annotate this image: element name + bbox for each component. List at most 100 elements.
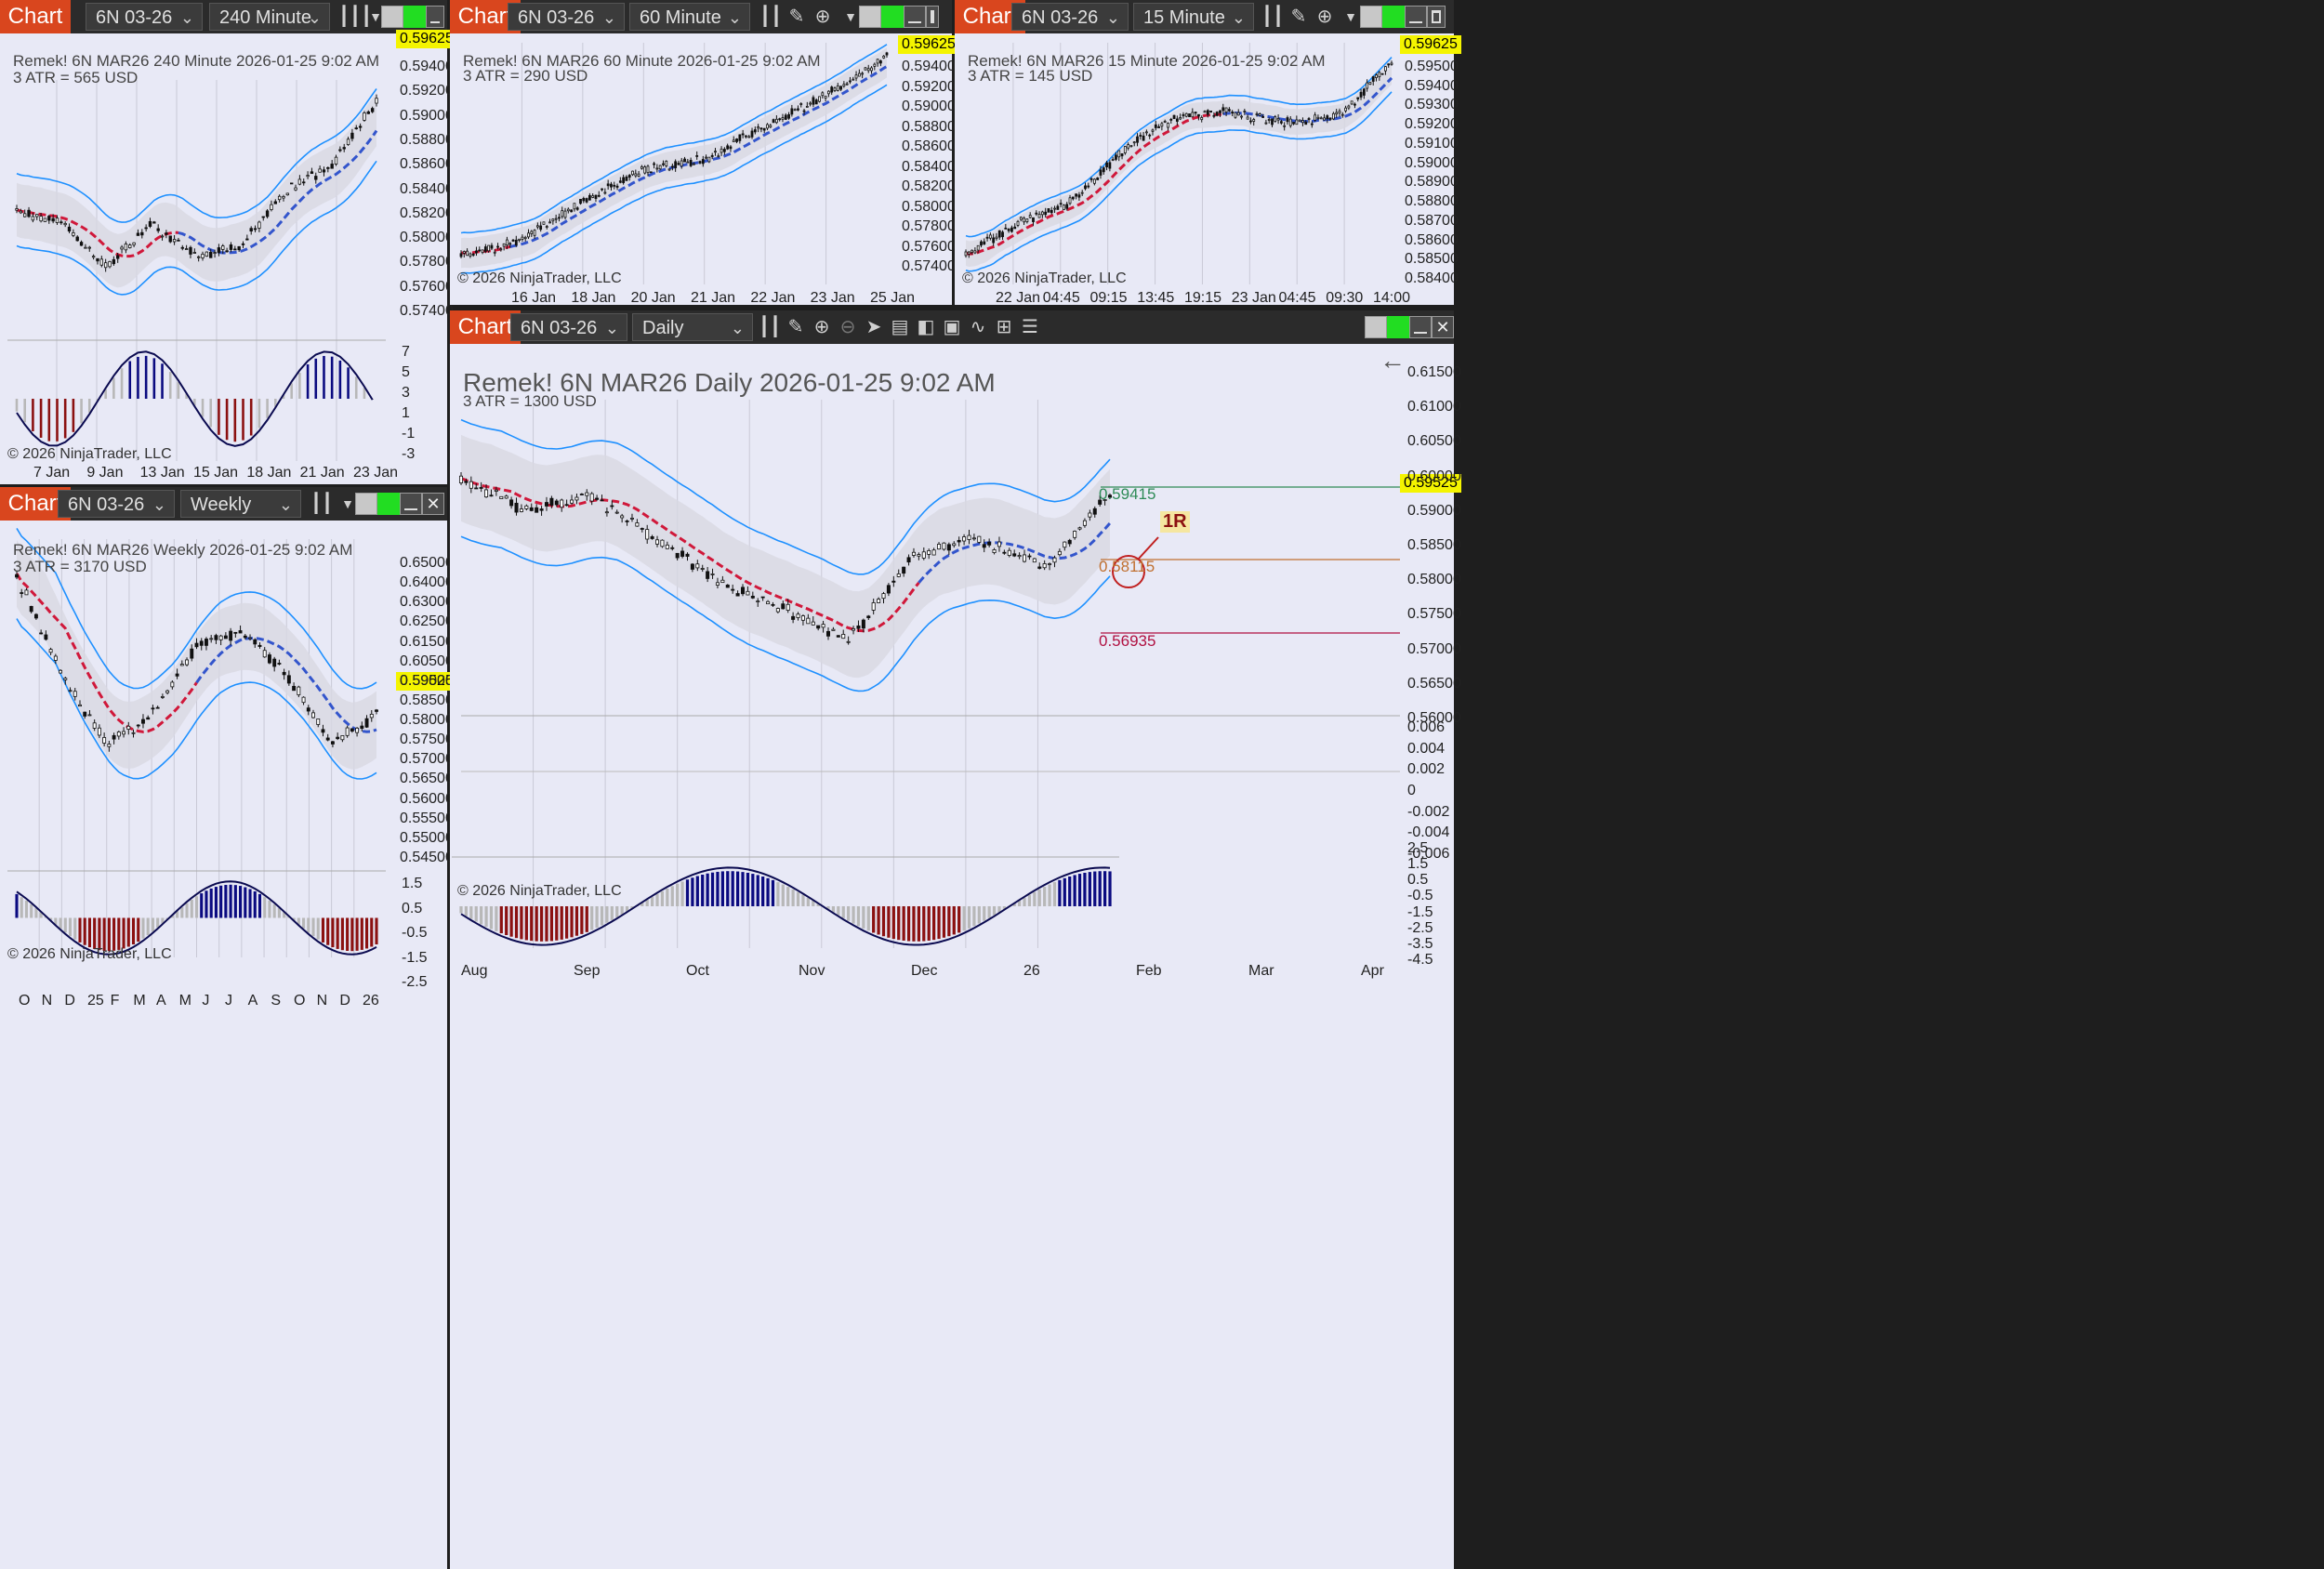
- gray-window-button[interactable]: [355, 493, 377, 515]
- chart-window-weekly[interactable]: Chart 6N 03-26 ⌄ Weekly ⌄ ┃┃ ▼ ✕ Remek! 6N…: [0, 487, 457, 1569]
- histogram-bar: [336, 917, 339, 949]
- interval-selector[interactable]: 60 Minute ⌄: [629, 3, 750, 31]
- chart-window-60min[interactable]: Chart 6N 03-26 ⌄ 60 Minute ⌄ ┃┃ ✎ ⊕ ▼ Reme…: [450, 0, 959, 306]
- instrument-selector[interactable]: 6N 03-26 ⌄: [86, 3, 203, 31]
- candle-body: [695, 563, 700, 569]
- chart-window-240min[interactable]: Chart 6N 03-26 ⌄ 240 Minute ⌄ ┃┃┃ ▼ Remek!…: [0, 0, 457, 484]
- close-button[interactable]: ✕: [422, 493, 444, 515]
- y-axis-label: 0.58500: [1405, 251, 1459, 268]
- zoom-out-icon[interactable]: ⊖: [839, 317, 856, 337]
- link-green-button[interactable]: [881, 6, 904, 28]
- price-panel[interactable]: Remek! 6N MAR26 60 Minute 2026-01-25 9:0…: [450, 33, 959, 306]
- minimize-button[interactable]: [1409, 316, 1432, 338]
- bar-type-icon[interactable]: ┃┃: [759, 317, 782, 337]
- link-green-button[interactable]: [403, 6, 426, 28]
- gray-window-button[interactable]: [1365, 316, 1387, 338]
- instrument-selector[interactable]: 6N 03-26 ⌄: [58, 490, 175, 518]
- interval-selector[interactable]: Daily ⌄: [632, 313, 753, 341]
- zoom-in-icon[interactable]: ⊕: [813, 317, 830, 337]
- bar-type-icon[interactable]: ┃┃┃: [338, 7, 373, 27]
- candle-body: [533, 230, 536, 236]
- gray-window-button[interactable]: [381, 6, 403, 28]
- instrument-selector[interactable]: 6N 03-26 ⌄: [1011, 3, 1129, 31]
- instrument-selector[interactable]: 6N 03-26 ⌄: [508, 3, 625, 31]
- candle-body: [126, 725, 131, 730]
- chart-window-daily[interactable]: Chart 6N 03-26 ⌄ Daily ⌄ ┃┃ ✎ ⊕ ⊖ ➤ ▤ ◧ ▣ …: [450, 310, 1461, 1569]
- candle-body: [911, 551, 916, 556]
- link-green-button[interactable]: [1387, 316, 1409, 338]
- chevron-down-icon[interactable]: ▼: [844, 9, 857, 24]
- chart-tab[interactable]: Chart: [0, 0, 71, 33]
- candle-body: [579, 494, 584, 495]
- indicators-icon[interactable]: ∿: [970, 317, 986, 337]
- candle-body: [318, 168, 322, 173]
- price-panel[interactable]: Remek! 6N MAR26 Daily 2026-01-25 9:02 AM…: [450, 344, 1461, 1569]
- histogram-bar: [520, 906, 523, 940]
- pencil-icon[interactable]: ✎: [788, 7, 805, 27]
- minimize-button[interactable]: [426, 6, 444, 28]
- candle-body: [545, 226, 548, 228]
- minimize-button[interactable]: [904, 6, 926, 28]
- zoom-icon[interactable]: ⊕: [814, 7, 831, 27]
- maximize-button[interactable]: [926, 6, 939, 28]
- bar-type-icon[interactable]: ┃┃: [1261, 7, 1285, 27]
- chevron-down-icon: ⌄: [1231, 8, 1246, 27]
- candle-body: [1274, 116, 1277, 122]
- bar-type-icon[interactable]: ┃┃: [310, 494, 334, 514]
- chart-tab[interactable]: Chart: [450, 310, 521, 344]
- y-axis-label: 0.57000: [400, 751, 454, 768]
- zoom-icon[interactable]: ⊕: [1316, 7, 1333, 27]
- histogram-bar: [190, 899, 193, 918]
- price-panel[interactable]: Remek! 6N MAR26 240 Minute 2026-01-25 9:…: [0, 30, 457, 484]
- histogram-bar: [24, 900, 29, 918]
- snapshot-icon[interactable]: ▣: [943, 317, 961, 337]
- gray-window-button[interactable]: [1360, 6, 1382, 28]
- chevron-down-icon[interactable]: ▼: [1344, 9, 1357, 24]
- chevron-down-icon[interactable]: ▼: [369, 9, 382, 24]
- list-icon[interactable]: ☰: [1022, 317, 1038, 337]
- candle-body: [1169, 118, 1173, 121]
- histogram-bar: [992, 906, 997, 916]
- candle-body: [1378, 72, 1381, 78]
- link-green-button[interactable]: [377, 493, 400, 515]
- price-panel[interactable]: Remek! 6N MAR26 Weekly 2026-01-25 9:02 A…: [0, 521, 457, 1569]
- candle-body: [499, 495, 504, 499]
- interval-value: 60 Minute: [640, 7, 721, 28]
- pencil-icon[interactable]: ✎: [1290, 7, 1307, 27]
- data-box-icon[interactable]: ▤: [891, 317, 909, 337]
- histogram-bar: [761, 877, 765, 906]
- candle-body: [1007, 229, 1010, 231]
- candle-body: [1350, 100, 1353, 105]
- interval-selector[interactable]: 240 Minute ⌄: [209, 3, 330, 31]
- strategies-icon[interactable]: ⊞: [996, 317, 1012, 337]
- back-arrow-icon[interactable]: ←: [1380, 346, 1406, 375]
- close-button[interactable]: ✕: [1432, 316, 1454, 338]
- price-panel[interactable]: Remek! 6N MAR26 15 Minute 2026-01-25 9:0…: [955, 33, 1461, 306]
- minimize-button[interactable]: [400, 493, 422, 515]
- histogram-bar: [695, 876, 699, 906]
- x-axis-label: 18 Jan: [246, 465, 292, 481]
- candle-body: [165, 232, 168, 235]
- candle-body: [705, 156, 707, 159]
- instrument-selector[interactable]: 6N 03-26 ⌄: [510, 313, 627, 341]
- candle-body: [715, 582, 720, 586]
- candle-body: [87, 246, 91, 249]
- pointer-icon[interactable]: ➤: [865, 317, 882, 337]
- chevron-down-icon[interactable]: ▼: [341, 496, 354, 511]
- gray-window-button[interactable]: [859, 6, 881, 28]
- candle-body: [201, 253, 205, 258]
- bar-type-icon[interactable]: ┃┃: [759, 7, 783, 27]
- candle-body: [160, 235, 165, 238]
- properties-icon[interactable]: ◧: [917, 317, 935, 337]
- interval-selector[interactable]: 15 Minute ⌄: [1133, 3, 1254, 31]
- candle-body: [836, 85, 839, 91]
- y-axis-label: 0.56500: [400, 771, 454, 787]
- y-axis-label: 0.60500: [400, 653, 454, 669]
- pencil-icon[interactable]: ✎: [787, 317, 804, 337]
- interval-selector[interactable]: Weekly ⌄: [180, 490, 301, 518]
- minimize-button[interactable]: [1405, 6, 1427, 28]
- maximize-button[interactable]: [1427, 6, 1446, 28]
- link-green-button[interactable]: [1382, 6, 1405, 28]
- histogram-bar: [347, 367, 350, 399]
- chart-window-15min[interactable]: Chart 6N 03-26 ⌄ 15 Minute ⌄ ┃┃ ✎ ⊕ ▼ Reme…: [955, 0, 1461, 306]
